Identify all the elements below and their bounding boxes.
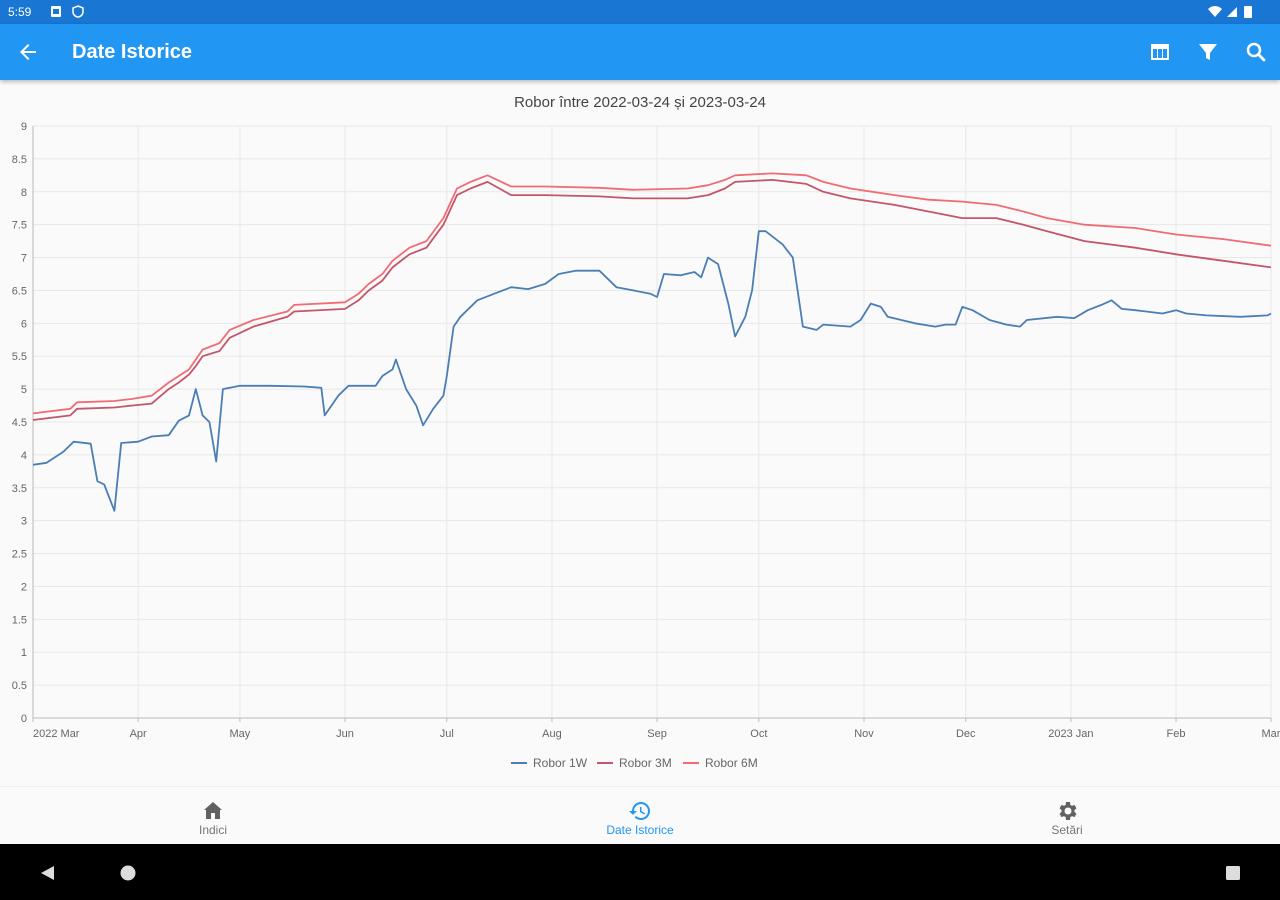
y-tick-label: 1 bbox=[21, 647, 27, 659]
y-axis: 0 0.5 1 1.5 2 2.5 3 3.5 4 4.5 5 5.5 6 6.5 7 7.5 8 8.5 9 bbox=[12, 121, 34, 725]
nav-item-label: Setări bbox=[1051, 823, 1083, 837]
back-arrow-icon[interactable] bbox=[16, 40, 40, 64]
x-tick-label: May bbox=[230, 728, 251, 740]
chart-legend[interactable]: Robor 1W Robor 3M Robor 6M bbox=[511, 756, 758, 770]
shield-icon bbox=[72, 5, 84, 18]
back-triangle-icon[interactable] bbox=[38, 864, 56, 882]
page-title: Date Istorice bbox=[72, 41, 193, 63]
y-tick-label: 0.5 bbox=[12, 680, 27, 692]
app-bar: Date Istorice bbox=[0, 24, 1280, 80]
recents-square-icon[interactable] bbox=[1224, 864, 1242, 882]
notification-icon bbox=[51, 6, 61, 17]
nav-item-setari[interactable]: Setări bbox=[854, 787, 1280, 845]
x-tick-label: Dec bbox=[956, 728, 976, 740]
x-tick-label: Apr bbox=[130, 728, 147, 740]
nav-item-label: Date Istorice bbox=[606, 823, 674, 837]
legend-item-1[interactable]: Robor 1W bbox=[511, 756, 588, 770]
nav-item-indici[interactable]: Indici bbox=[0, 787, 426, 845]
y-tick-label: 3.5 bbox=[12, 483, 27, 495]
signal-icon bbox=[1227, 7, 1237, 17]
x-tick-label: Mar bbox=[1262, 728, 1280, 740]
history-icon bbox=[629, 802, 650, 820]
legend-label: Robor 3M bbox=[619, 756, 672, 770]
legend-label: Robor 1W bbox=[533, 756, 588, 770]
x-tick-label: Sep bbox=[647, 728, 667, 740]
y-tick-label: 6 bbox=[21, 318, 27, 330]
x-tick-label: Oct bbox=[750, 728, 767, 740]
nav-item-label: Indici bbox=[198, 823, 227, 837]
x-tick-label: Jul bbox=[440, 728, 454, 740]
filter-icon[interactable] bbox=[1196, 40, 1220, 64]
y-tick-label: 6.5 bbox=[12, 285, 27, 297]
robor-line-chart: Robor între 2022-03-24 și 2023-03-24 0 0.… bbox=[12, 94, 1280, 770]
series-line-3 bbox=[32, 172, 1272, 415]
legend-item-3[interactable]: Robor 6M bbox=[683, 756, 758, 770]
y-tick-label: 2 bbox=[21, 581, 27, 593]
y-tick-label: 3 bbox=[21, 516, 27, 528]
nav-item-date-istorice[interactable]: Date Istorice bbox=[427, 787, 853, 845]
chart-title: Robor între 2022-03-24 și 2023-03-24 bbox=[514, 94, 766, 111]
legend-label: Robor 6M bbox=[705, 756, 758, 770]
chart-grid bbox=[32, 125, 1272, 719]
system-navigation-bar bbox=[0, 844, 1280, 900]
x-tick-label: 2022 Mar bbox=[33, 728, 80, 740]
y-tick-label: 8.5 bbox=[12, 154, 27, 166]
y-tick-label: 7 bbox=[21, 253, 27, 265]
settings-icon bbox=[1059, 802, 1077, 820]
status-time: 5:59 bbox=[8, 5, 32, 19]
x-tick-label: Feb bbox=[1167, 728, 1186, 740]
bottom-navigation: Indici Date Istorice Setări bbox=[0, 786, 1280, 844]
series-line-2 bbox=[32, 179, 1272, 421]
x-tick-label: Nov bbox=[854, 728, 874, 740]
x-axis: 2022 Mar Apr May Jun Jul Aug Sep Oct Nov Dec 2023 … bbox=[32, 717, 1280, 740]
wifi-icon bbox=[1208, 6, 1222, 17]
search-icon[interactable] bbox=[1244, 40, 1268, 64]
y-tick-label: 5 bbox=[21, 384, 27, 396]
y-tick-label: 2.5 bbox=[12, 549, 27, 561]
home-circle-icon[interactable] bbox=[119, 864, 137, 882]
home-icon bbox=[204, 802, 222, 819]
y-tick-label: 5.5 bbox=[12, 351, 27, 363]
y-tick-label: 1.5 bbox=[12, 614, 27, 626]
series-line-1 bbox=[32, 230, 1272, 512]
chart-series bbox=[32, 172, 1272, 512]
x-tick-label: Aug bbox=[542, 728, 562, 740]
y-tick-label: 4 bbox=[21, 450, 27, 462]
x-tick-label: Jun bbox=[336, 728, 354, 740]
y-tick-label: 0 bbox=[21, 713, 27, 725]
y-tick-label: 8 bbox=[21, 187, 27, 199]
legend-item-2[interactable]: Robor 3M bbox=[597, 756, 672, 770]
status-bar: 5:59 bbox=[0, 0, 1280, 24]
table-view-icon[interactable] bbox=[1148, 40, 1172, 64]
y-tick-label: 4.5 bbox=[12, 417, 27, 429]
x-tick-label: 2023 Jan bbox=[1048, 728, 1093, 740]
battery-icon bbox=[1244, 6, 1252, 18]
y-tick-label: 7.5 bbox=[12, 220, 27, 232]
y-tick-label: 9 bbox=[21, 121, 27, 133]
